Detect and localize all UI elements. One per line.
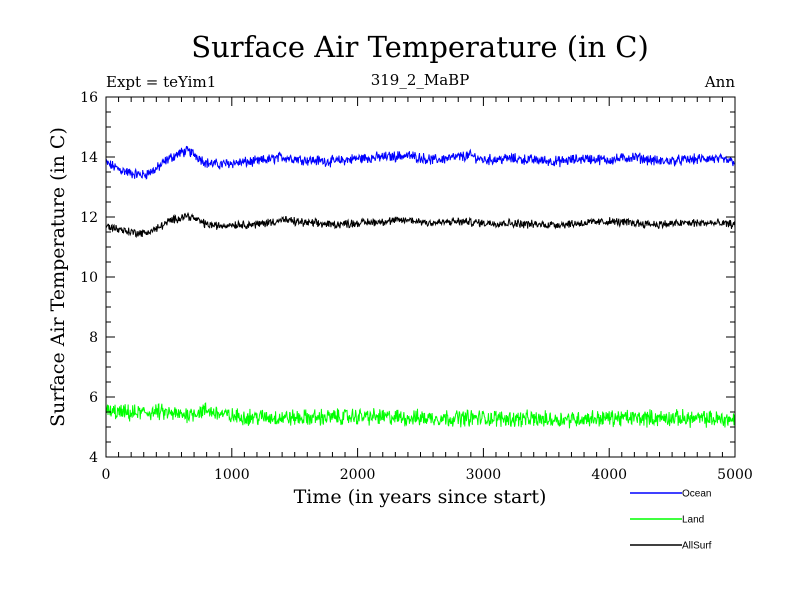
chart-subtitle: 319_2_MaBP [371,71,470,89]
y-tick-label: 16 [80,90,98,106]
legend-label-allsurf: AllSurf [682,541,712,552]
legend-label-ocean: Ocean [682,489,711,500]
x-tick-label: 3000 [466,467,502,483]
series-layer [106,145,735,429]
x-tick-label: 2000 [340,467,376,483]
legend-label-land: Land [682,515,704,526]
series-line-land [106,402,735,429]
ticks-layer: 4 6 8 10 12 14 16 0 1000 2000 3000 4000 5000 [80,90,753,483]
x-axis-label: Time (in years since start) [294,486,547,508]
y-tick-label: 12 [80,210,98,226]
y-tick-label: 14 [80,150,98,166]
y-tick-label: 10 [80,270,98,286]
experiment-label: Expt = teYim1 [106,73,216,91]
y-axis-label: Surface Air Temperature (in C) [47,127,69,427]
period-label: Ann [704,73,735,91]
plot-frame [105,96,736,458]
x-tick-label: 0 [102,467,111,483]
legend: Ocean Land AllSurf [630,489,712,552]
x-tick-label: 4000 [591,467,627,483]
y-tick-label: 8 [89,330,98,346]
x-tick-label: 1000 [214,467,250,483]
x-tick-label: 5000 [717,467,753,483]
series-line-allsurf [106,211,735,239]
series-line-ocean [106,145,735,180]
y-tick-label: 4 [89,450,98,466]
chart-title: Surface Air Temperature (in C) [191,30,649,64]
y-tick-label: 6 [89,390,98,406]
